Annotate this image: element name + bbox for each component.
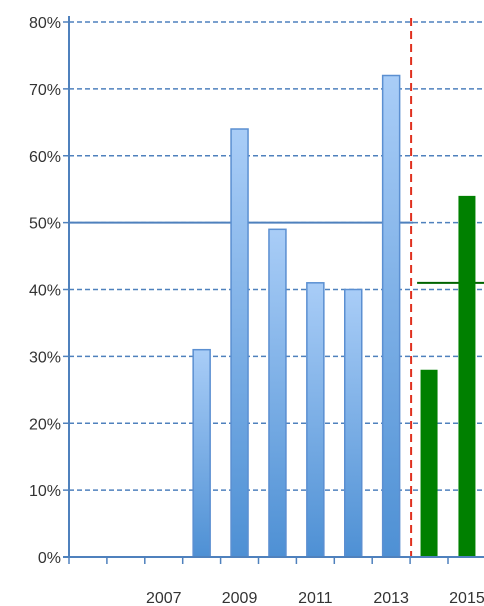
bar-2009 [230,128,249,558]
x-tick-label-2009: 2009 [222,590,258,606]
bar-2010 [268,228,287,558]
bar-2011 [306,282,325,558]
y-tick-label: 0% [38,550,61,567]
y-tick-label: 50% [29,216,61,233]
y-tick-label: 30% [29,349,61,366]
y-tick-label: 40% [29,283,61,300]
x-tick-label-2011: 2011 [298,590,333,606]
tick-labels: 0% 10% 20% 30% 40% 50% 60% 70% 80% 2007 2009 2011 20… [29,15,484,606]
y-tick-label: 70% [29,82,61,99]
x-tick-label-2007: 2007 [146,590,182,606]
y-tick-label: 60% [29,149,61,166]
y-tick-label: 20% [29,416,61,433]
bar-2014 [420,369,438,557]
x-tick-label-2013: 2013 [373,590,409,606]
gridlines [69,21,484,491]
axes [63,16,484,564]
bars [192,74,476,558]
y-tick-label: 80% [29,15,61,32]
x-tick-label-2015: 2015 [449,590,484,606]
bar-2012 [344,288,363,558]
bar-2013 [381,74,401,558]
y-tick-label: 10% [29,483,61,500]
bar-2008 [192,348,211,558]
bar-2015 [458,195,476,557]
